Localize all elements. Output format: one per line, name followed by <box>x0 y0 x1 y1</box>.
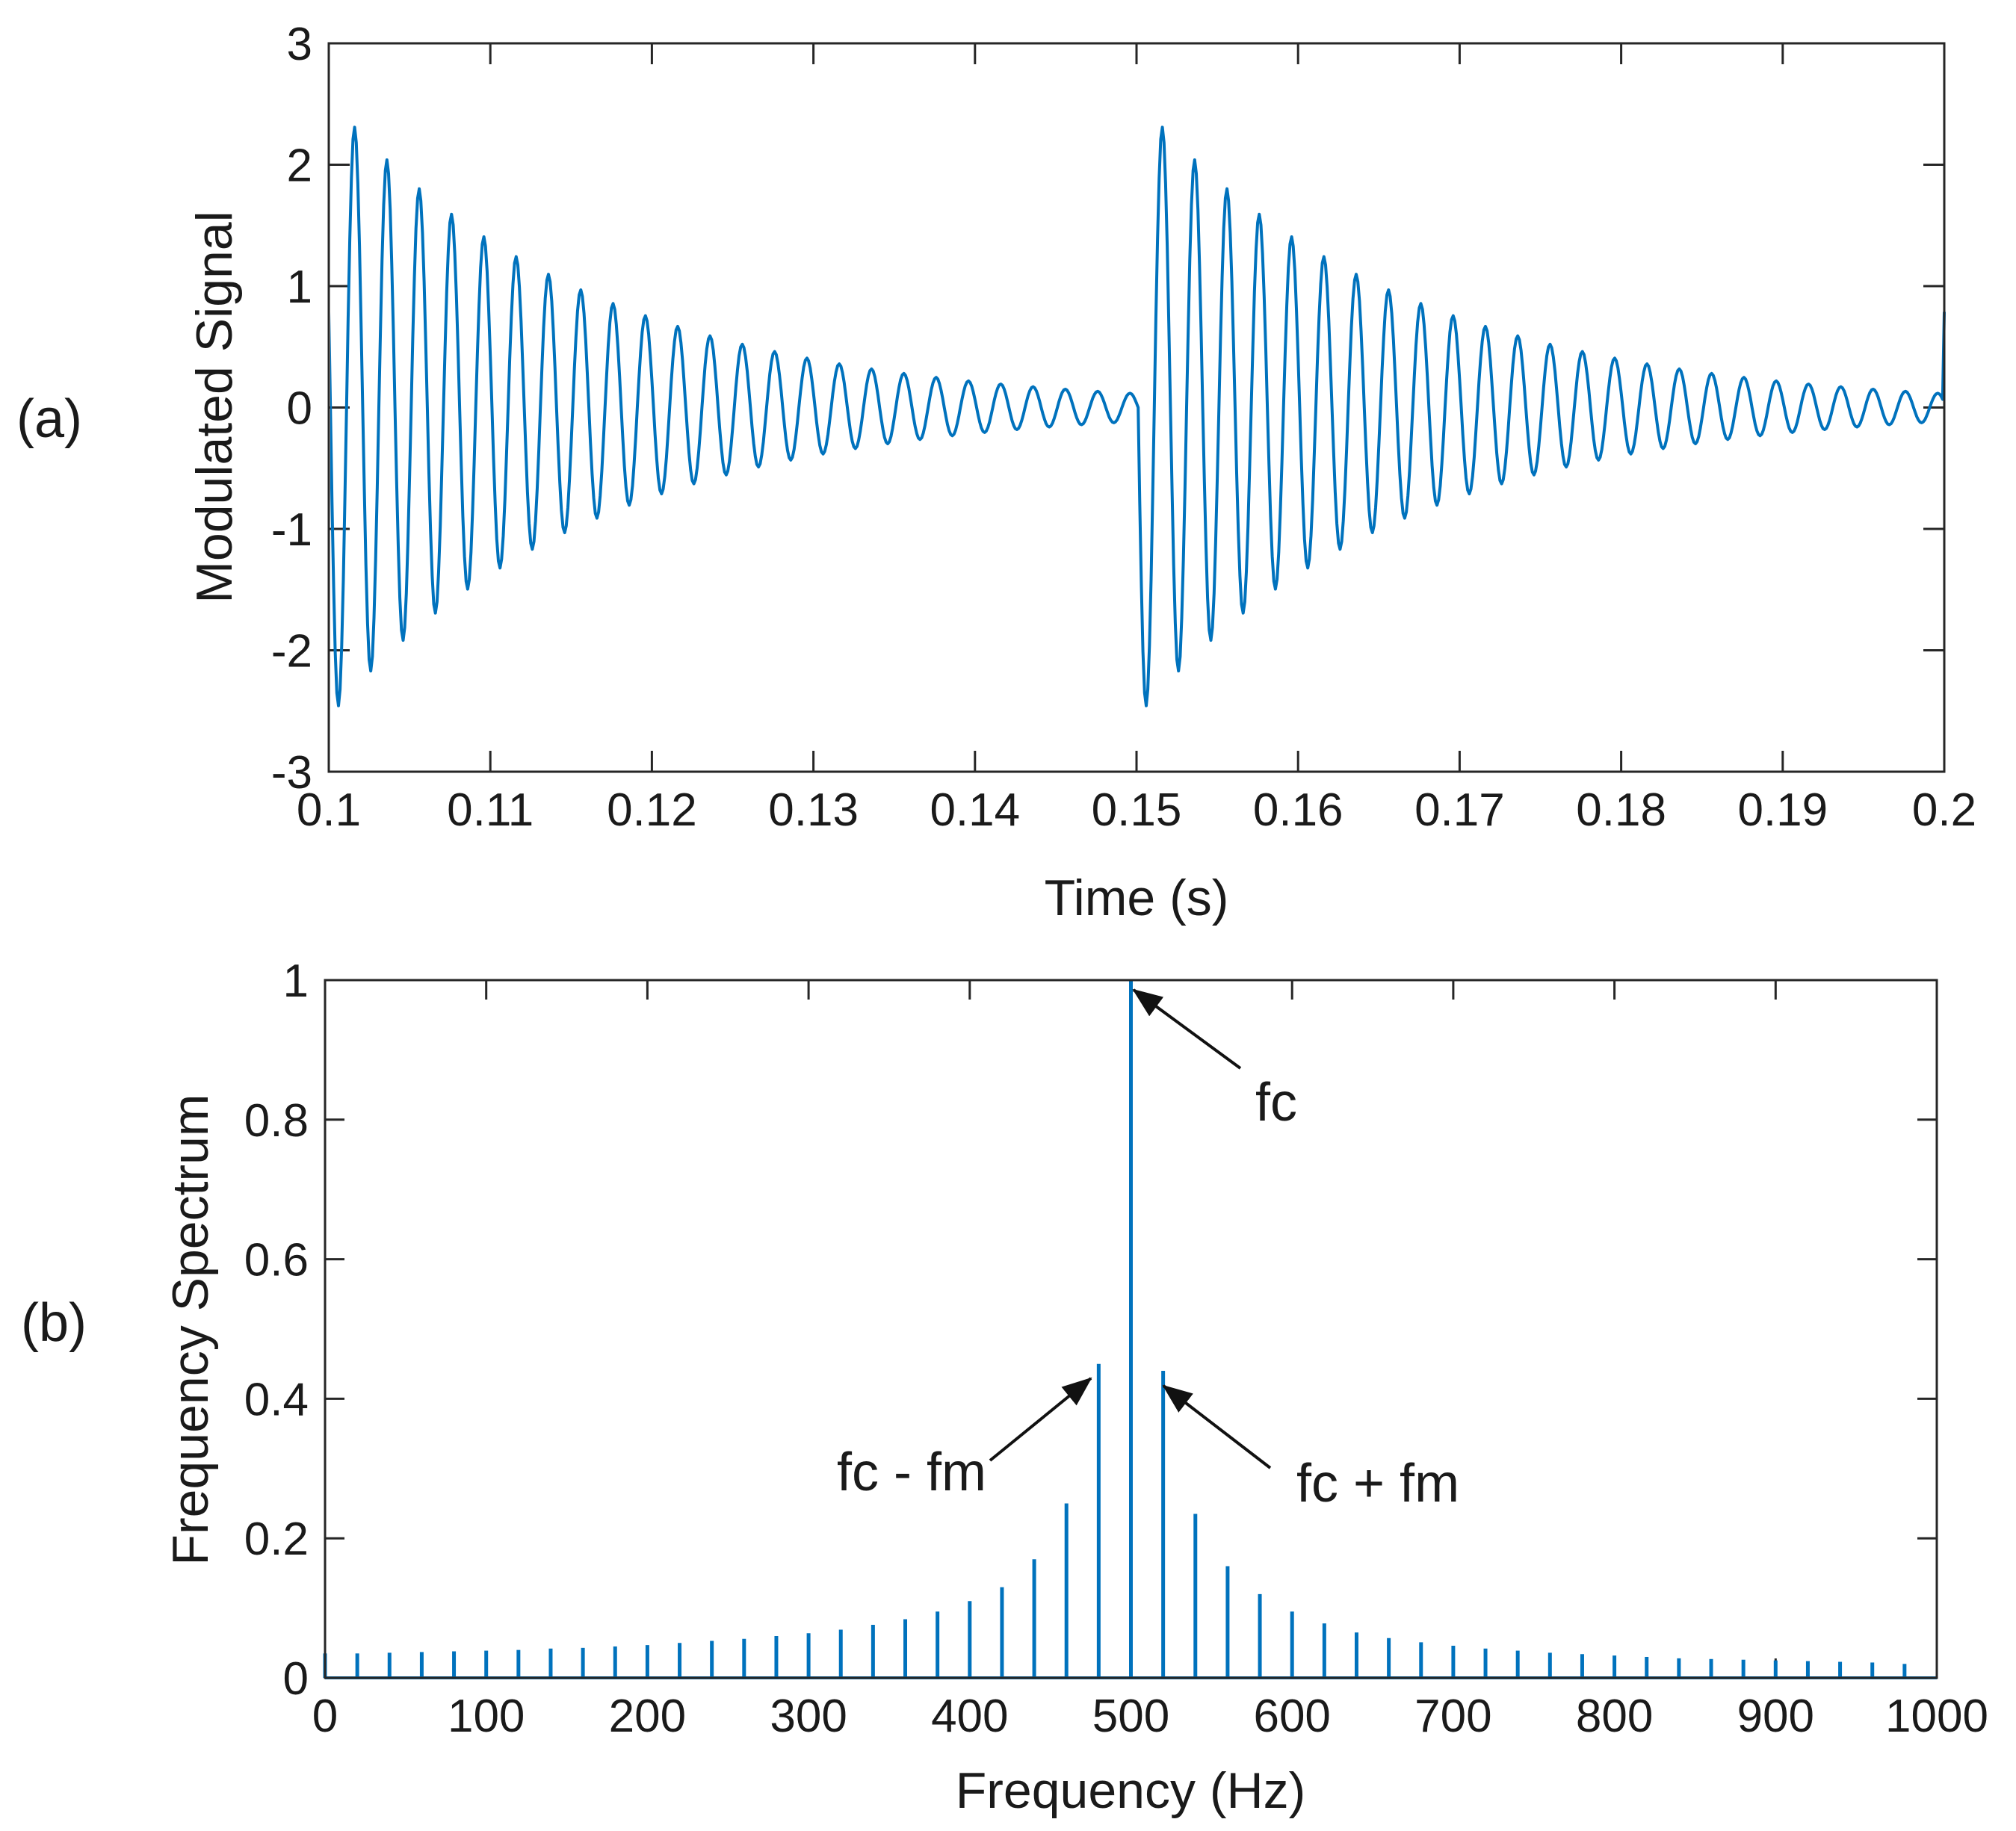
panel-a-label: (a) <box>16 389 82 449</box>
panel-a-x-axis-title: Time (s) <box>1045 870 1229 926</box>
y-tick-label: 0.2 <box>244 1514 309 1565</box>
x-tick-label: 0.14 <box>930 784 1020 836</box>
y-tick-label: 0.6 <box>244 1235 309 1286</box>
x-tick-label: 800 <box>1576 1691 1653 1742</box>
y-tick-label: 1 <box>287 261 312 313</box>
panel-b-y-tick-labels: 0 0.2 0.4 0.6 0.8 1 <box>244 955 309 1705</box>
modulated-signal-line <box>330 126 1946 707</box>
x-tick-label: 0.12 <box>607 784 697 836</box>
fc-annotation: fc <box>1255 1073 1297 1133</box>
y-tick-label: -2 <box>271 626 312 678</box>
panel-a-x-tick-labels: 0.1 0.11 0.12 0.13 0.14 0.15 0.16 0.17 0.18 0.19 0… <box>297 784 1976 836</box>
panel-a-y-tick-labels: -3 -2 -1 0 1 2 3 <box>271 19 312 799</box>
x-tick-label: 700 <box>1414 1691 1491 1742</box>
x-tick-label: 0.11 <box>447 784 534 836</box>
panel-a-axes-box <box>327 42 1946 773</box>
fc-minus-fm-arrow <box>989 1377 1092 1462</box>
x-tick-label: 600 <box>1253 1691 1330 1742</box>
y-tick-label: -1 <box>271 504 312 556</box>
fc-minus-fm-annotation: fc - fm <box>837 1443 986 1502</box>
panel-a-y-axis-title: Modulated Signal <box>186 211 243 603</box>
x-tick-label: 400 <box>931 1691 1008 1742</box>
panel-b-y-axis-title: Frequency Spectrum <box>162 1094 219 1565</box>
x-tick-label: 0.15 <box>1092 784 1182 836</box>
x-tick-label: 0 <box>312 1691 338 1742</box>
x-tick-label: 500 <box>1092 1691 1169 1742</box>
x-tick-label: 0.18 <box>1576 784 1666 836</box>
y-tick-label: 0.8 <box>244 1095 309 1147</box>
panel-b-x-axis-title: Frequency (Hz) <box>956 1762 1306 1819</box>
y-tick-label: 1 <box>283 955 309 1007</box>
y-tick-label: 3 <box>287 19 312 70</box>
panel-b: (b) 0 100 200 300 400 500 600 700 800 900 1000 0 0.… <box>21 955 1988 1819</box>
panel-a: (a) 0.1 0.11 0.12 0.13 0.14 0.15 0.16 0.17 0.18 0… <box>16 19 1976 926</box>
panel-b-axes-box <box>324 979 1938 1679</box>
panel-a-ticks <box>327 42 1946 773</box>
x-tick-label: 0.19 <box>1737 784 1828 836</box>
x-tick-label: 300 <box>770 1691 847 1742</box>
y-tick-label: 0 <box>283 1653 309 1705</box>
x-tick-label: 200 <box>609 1691 686 1742</box>
fc-plus-fm-annotation: fc + fm <box>1296 1454 1459 1514</box>
y-tick-label: 0 <box>287 383 312 435</box>
x-tick-label: 1000 <box>1885 1691 1988 1742</box>
fc-plus-fm-arrow <box>1162 1384 1272 1469</box>
x-tick-label: 0.16 <box>1253 784 1344 836</box>
x-tick-label: 0.1 <box>297 784 361 836</box>
spectrum-stems <box>323 980 1937 1679</box>
x-tick-label: 0.17 <box>1414 784 1505 836</box>
x-tick-label: 0.13 <box>768 784 859 836</box>
x-tick-label: 0.2 <box>1912 784 1976 836</box>
fc-arrow <box>1132 988 1242 1070</box>
x-tick-label: 100 <box>448 1691 525 1742</box>
y-tick-label: -3 <box>271 747 312 799</box>
y-tick-label: 0.4 <box>244 1374 309 1425</box>
x-tick-label: 900 <box>1737 1691 1814 1742</box>
panel-b-label: (b) <box>21 1293 87 1353</box>
y-tick-label: 2 <box>287 140 312 192</box>
panel-b-x-tick-labels: 0 100 200 300 400 500 600 700 800 900 1000 <box>312 1691 1988 1742</box>
